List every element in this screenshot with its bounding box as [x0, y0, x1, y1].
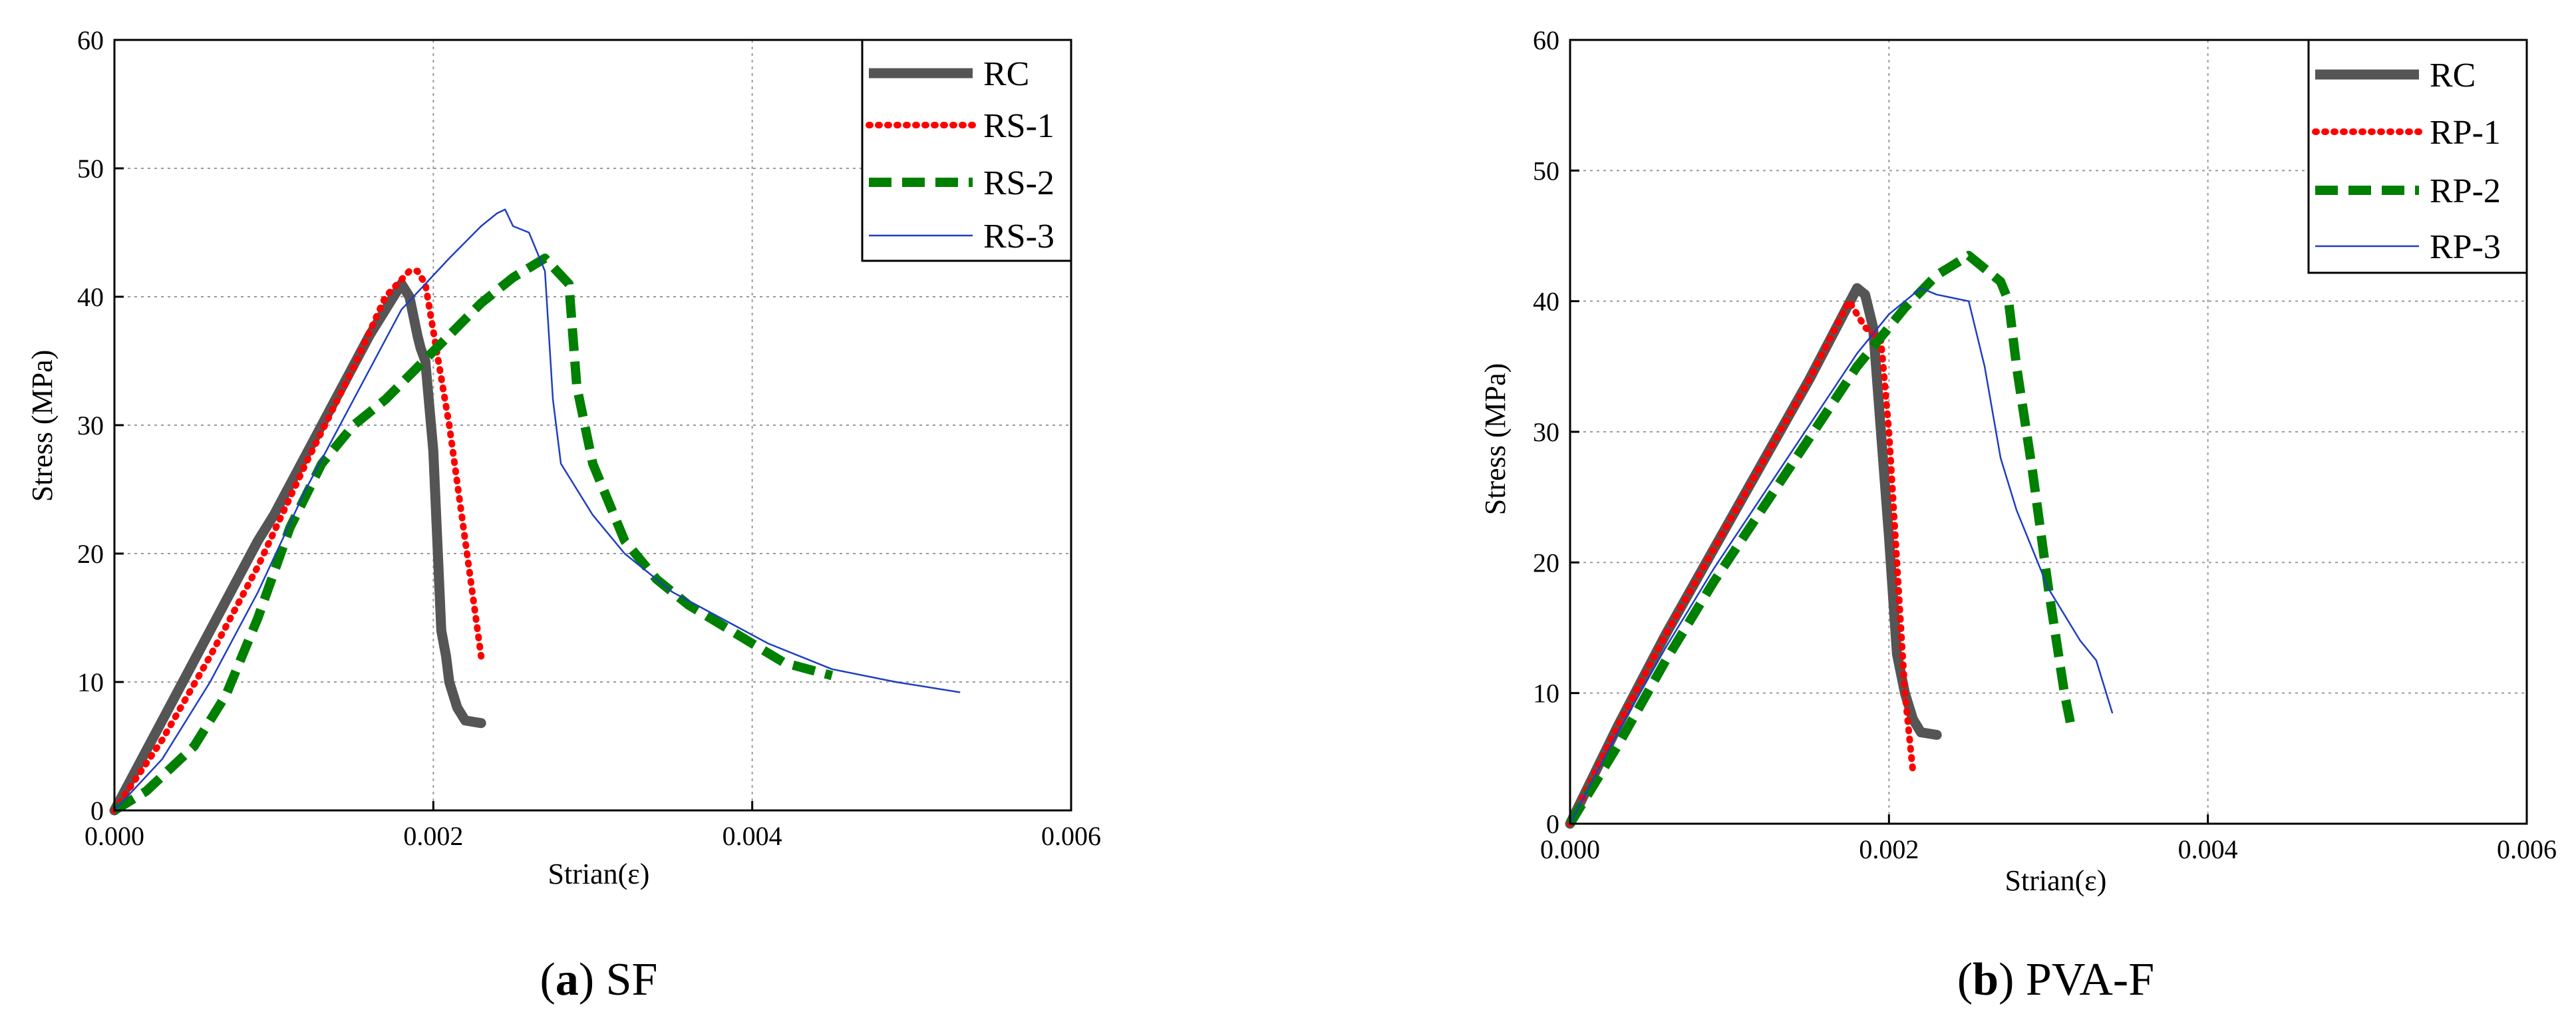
- chart-a: 0.000 0.002 0.004 0.006 0 10 20 30 40 50 60 Strian…: [26, 25, 1101, 1005]
- chart-b-x-tick-label-0: 0.000: [1540, 834, 1600, 864]
- chart-a-x-axis-title: Strian(ε): [548, 858, 650, 890]
- chart-a-caption-letter: a: [556, 954, 579, 1005]
- chart-a-legend-label-rc: RC: [983, 55, 1029, 93]
- chart-b-y-axis-title: Stress (MPa): [1479, 363, 1512, 516]
- chart-a-series: [109, 208, 961, 816]
- chart-a-y-tick-label-0: 0: [90, 796, 104, 826]
- chart-a-ticks: 0.000 0.002 0.004 0.006 0 10 20 30 40 50 60: [77, 25, 1101, 851]
- chart-a-series-rs-3: [113, 208, 961, 812]
- chart-b-legend-label-rp1: RP-1: [2430, 114, 2501, 152]
- chart-a-caption: (a) SF: [540, 954, 658, 1005]
- chart-a-y-tick-label-1: 10: [77, 667, 104, 697]
- chart-a-y-tick-label-6: 60: [77, 25, 104, 55]
- chart-a-series-rs-1: [111, 267, 485, 814]
- chart-b-x-tick-label-3: 0.006: [2497, 834, 2557, 864]
- chart-b-legend-label-rp2: RP-2: [2430, 172, 2501, 210]
- chart-a-legend: RC RS-1 RS-2 RS-3: [861, 39, 1072, 262]
- chart-b-caption-letter: b: [1973, 954, 1999, 1005]
- chart-b-x-axis-title: Strian(ε): [2005, 864, 2107, 897]
- chart-a-y-axis-title: Stress (MPa): [26, 350, 59, 502]
- chart-b-y-tick-label-4: 40: [1533, 287, 1559, 317]
- chart-b-series-rp-3: [1569, 287, 2114, 825]
- chart-b: 0.000 0.002 0.004 0.006 0 10 20 30 40 50 60 Strian…: [1479, 25, 2557, 1005]
- chart-b-y-tick-label-2: 20: [1533, 548, 1559, 578]
- chart-b-y-tick-label-1: 10: [1533, 679, 1559, 709]
- chart-b-caption-text: PVA-F: [2026, 954, 2154, 1005]
- chart-b-y-tick-label-6: 60: [1533, 25, 1559, 55]
- chart-a-y-tick-label-4: 40: [77, 282, 104, 312]
- chart-b-ticks: 0.000 0.002 0.004 0.006 0 10 20 30 40 50 60: [1533, 25, 2557, 864]
- chart-b-y-tick-label-0: 0: [1546, 809, 1559, 839]
- chart-b-legend-label-rc: RC: [2430, 57, 2476, 94]
- chart-b-y-tick-label-3: 30: [1533, 417, 1559, 447]
- chart-a-series-rs-2: [112, 254, 834, 814]
- chart-a-caption-text: SF: [606, 954, 658, 1005]
- chart-b-x-tick-label-1: 0.002: [1859, 834, 1919, 864]
- chart-a-legend-label-rs1: RS-1: [983, 107, 1054, 145]
- chart-b-series-rp-2: [1566, 251, 2077, 826]
- chart-b-legend: RC RP-1 RP-2 RP-3: [2307, 39, 2528, 274]
- chart-b-x-tick-label-2: 0.004: [2178, 834, 2238, 864]
- chart-b-legend-label-rp3: RP-3: [2430, 228, 2501, 266]
- chart-b-caption: (b) PVA-F: [1957, 954, 2154, 1005]
- chart-a-x-tick-label-1: 0.002: [403, 821, 463, 851]
- chart-a-series-rc: [109, 279, 486, 816]
- chart-a-x-tick-label-3: 0.006: [1041, 821, 1101, 851]
- chart-a-x-tick-label-2: 0.004: [723, 821, 782, 851]
- chart-b-y-tick-label-5: 50: [1533, 156, 1559, 186]
- chart-a-y-tick-label-3: 30: [77, 411, 104, 440]
- chart-a-legend-label-rs3: RS-3: [983, 218, 1054, 255]
- chart-a-y-tick-label-5: 50: [77, 154, 104, 184]
- chart-b-series-rp-1: [1567, 297, 1917, 827]
- chart-a-x-tick-label-0: 0.000: [84, 821, 144, 851]
- chart-b-series: [1565, 251, 2114, 829]
- chart-a-legend-label-rs2: RS-2: [983, 164, 1054, 202]
- chart-a-y-tick-label-2: 20: [77, 539, 104, 569]
